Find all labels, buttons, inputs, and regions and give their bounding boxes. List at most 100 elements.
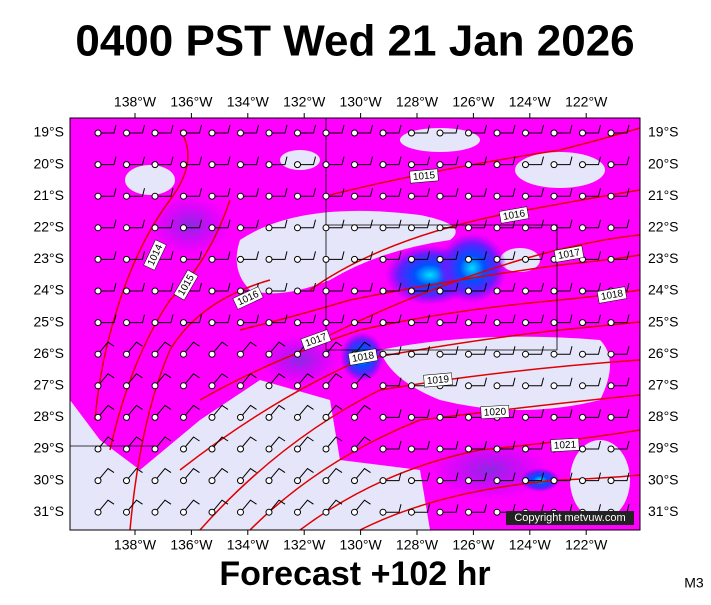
isobar-label-bg <box>300 329 332 351</box>
wind-station <box>379 319 387 327</box>
wind-barb <box>497 251 516 260</box>
lat-label-left: 27°S <box>33 377 64 393</box>
wind-station <box>408 477 415 485</box>
wind-barb <box>468 472 487 482</box>
wind-barb <box>411 282 430 292</box>
wind-barb <box>440 188 459 197</box>
lon-label-bottom: 136°W <box>170 537 213 553</box>
wind-station <box>322 129 330 137</box>
wind-barb <box>497 156 516 166</box>
wind-station <box>379 413 387 421</box>
wind-barb <box>440 251 459 260</box>
wind-barb <box>211 436 229 450</box>
lat-label-right: 23°S <box>648 250 679 266</box>
wind-station <box>493 350 501 358</box>
wind-station <box>208 413 216 421</box>
wind-station <box>123 413 130 421</box>
wind-barb <box>297 219 316 229</box>
wind-barb <box>525 314 544 324</box>
isobar-label-text: 1015 <box>412 170 436 183</box>
wind-barb <box>525 219 544 229</box>
wind-station <box>465 319 472 327</box>
wind-station <box>294 477 301 485</box>
wind-station <box>493 319 501 327</box>
wind-barb <box>354 188 373 197</box>
isobar-label-text: 1019 <box>426 374 450 387</box>
lat-label-left: 20°S <box>33 155 64 171</box>
wind-barb <box>97 467 115 481</box>
wind-station <box>123 287 130 295</box>
model-label: M3 <box>684 575 704 591</box>
wind-station <box>465 287 472 295</box>
wind-station <box>180 382 187 390</box>
wind-barb <box>383 124 402 134</box>
lat-label-left: 23°S <box>33 250 64 266</box>
wind-station <box>436 287 444 295</box>
wind-station <box>493 445 501 453</box>
lat-label-left: 22°S <box>33 219 64 235</box>
wind-barb <box>183 467 200 481</box>
wind-barb <box>268 467 286 481</box>
wind-barb <box>297 188 316 197</box>
wind-station <box>237 508 244 516</box>
wind-barb <box>497 440 516 450</box>
copyright-bg <box>506 511 634 525</box>
wind-barb <box>354 373 371 387</box>
wind-barb <box>383 219 402 229</box>
wind-station <box>493 508 501 516</box>
wind-station <box>265 129 273 137</box>
wind-barb <box>269 314 288 324</box>
wind-station <box>493 255 501 263</box>
lon-label-bottom: 130°W <box>340 537 383 553</box>
wind-barb <box>183 404 200 418</box>
wind-barb <box>297 373 314 387</box>
wind-barb <box>383 377 402 387</box>
wind-station <box>237 445 244 453</box>
wind-barb <box>126 251 145 260</box>
wind-barb <box>383 346 402 355</box>
wind-barb <box>525 377 544 387</box>
wind-station <box>351 413 358 421</box>
lon-label-bottom: 124°W <box>509 537 552 553</box>
wind-station <box>607 319 615 327</box>
wind-barb <box>554 377 573 387</box>
wind-barb <box>212 314 231 324</box>
wind-station <box>550 477 558 485</box>
wind-barb <box>468 504 487 513</box>
isobar-label: 1015 <box>409 168 439 184</box>
wind-barb <box>155 188 174 197</box>
wind-barb <box>240 404 257 418</box>
wind-barb <box>97 341 115 355</box>
wind-station <box>294 508 301 516</box>
wind-barb <box>468 346 487 355</box>
wind-barb <box>268 373 286 387</box>
wind-station <box>322 477 330 485</box>
wind-barb <box>582 156 601 166</box>
lat-label-right: 30°S <box>648 471 679 487</box>
wind-barb <box>611 440 630 450</box>
wind-station <box>379 350 387 358</box>
wind-barb <box>554 409 573 418</box>
isobar-label: 1016 <box>498 206 530 224</box>
wind-barb <box>268 404 286 418</box>
wind-barb <box>269 251 288 260</box>
lat-label-right: 24°S <box>648 282 679 298</box>
isobar-label-bg <box>409 168 439 184</box>
wind-station <box>180 413 187 421</box>
wind-barb <box>240 219 259 229</box>
wind-station <box>265 445 273 453</box>
lat-label-right: 21°S <box>648 187 679 203</box>
wind-barb <box>497 377 516 387</box>
lat-label-left: 21°S <box>33 187 64 203</box>
wind-barb <box>154 341 172 355</box>
wind-barb <box>98 156 117 166</box>
wind-barb <box>126 188 145 197</box>
wind-station <box>522 382 529 390</box>
wind-station <box>550 319 558 327</box>
wind-barb <box>126 124 145 134</box>
wind-barb <box>411 124 430 134</box>
wind-station <box>208 129 216 137</box>
wind-barb <box>354 219 373 229</box>
lon-label-top: 134°W <box>227 94 270 110</box>
wind-barb <box>440 156 459 166</box>
